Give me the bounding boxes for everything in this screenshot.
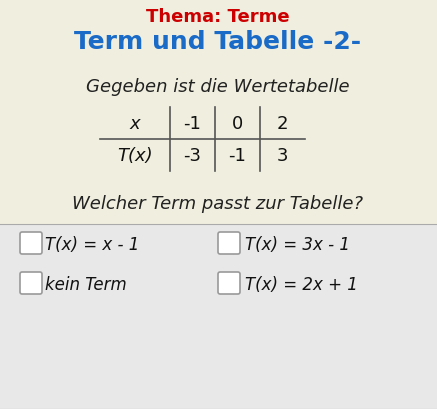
FancyBboxPatch shape bbox=[20, 272, 42, 294]
Text: Welcher Term passt zur Tabelle?: Welcher Term passt zur Tabelle? bbox=[73, 195, 364, 213]
Text: T(x) = x - 1: T(x) = x - 1 bbox=[45, 236, 139, 254]
Text: 3: 3 bbox=[277, 147, 288, 164]
Text: kein Term: kein Term bbox=[45, 275, 127, 293]
Text: 2: 2 bbox=[277, 115, 288, 133]
FancyBboxPatch shape bbox=[218, 232, 240, 254]
Text: x: x bbox=[130, 115, 140, 133]
Text: -3: -3 bbox=[184, 147, 201, 164]
Text: T(x) = 3x - 1: T(x) = 3x - 1 bbox=[245, 236, 350, 254]
FancyBboxPatch shape bbox=[218, 272, 240, 294]
Text: -1: -1 bbox=[184, 115, 201, 133]
Text: T(x) = 2x + 1: T(x) = 2x + 1 bbox=[245, 275, 358, 293]
Text: Gegeben ist die Wertetabelle: Gegeben ist die Wertetabelle bbox=[86, 78, 350, 96]
FancyBboxPatch shape bbox=[0, 225, 437, 409]
Text: -1: -1 bbox=[229, 147, 246, 164]
Text: Thema: Terme: Thema: Terme bbox=[146, 8, 290, 26]
Text: 0: 0 bbox=[232, 115, 243, 133]
Text: Term und Tabelle -2-: Term und Tabelle -2- bbox=[74, 30, 361, 54]
FancyBboxPatch shape bbox=[20, 232, 42, 254]
Text: T(x): T(x) bbox=[117, 147, 153, 164]
